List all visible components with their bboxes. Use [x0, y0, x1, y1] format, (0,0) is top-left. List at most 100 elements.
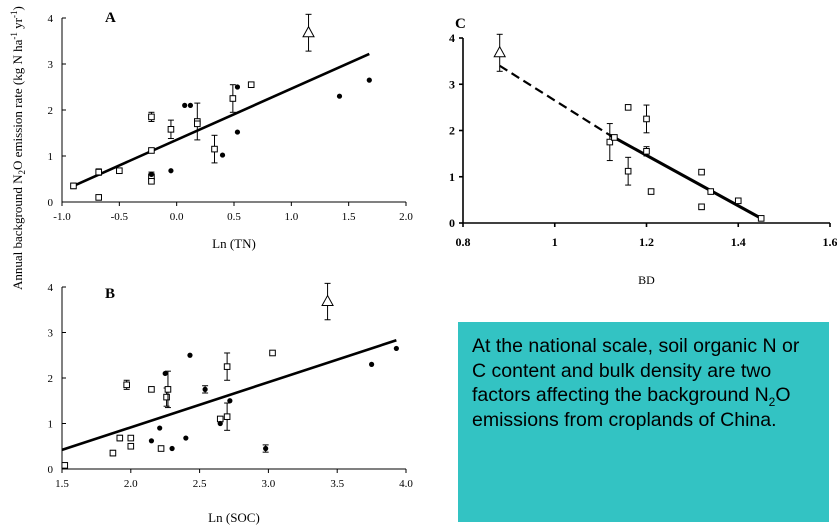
data-point-circle [157, 425, 163, 431]
data-point-square [643, 115, 650, 123]
data-point-square [116, 434, 124, 442]
x-tick-label: 0.5 [227, 211, 241, 223]
trend-line-dashed [499, 64, 611, 137]
data-point-triangle [493, 45, 507, 58]
x-tick-label: 2.0 [124, 478, 138, 490]
y-tick-label: 2 [449, 124, 455, 138]
x-tick-label: -1.0 [53, 211, 71, 223]
data-point-circle [148, 438, 155, 444]
data-point-square [123, 381, 130, 389]
y-tick-label: 1 [48, 151, 54, 163]
chart-panel-a: A -1.0 -0.5 0.0 0.5 1.0 1.5 2.0 0 1 2 3 4 Ln (TN) [48, 10, 414, 251]
x-tick-label: 1.5 [55, 478, 69, 490]
panel-label: C [455, 16, 466, 32]
x-tick-label: -0.5 [111, 211, 129, 223]
data-point-square [109, 449, 117, 457]
data-point-square [647, 188, 655, 195]
data-point-square [698, 168, 705, 176]
y-tick-label: 0 [48, 197, 54, 209]
data-point-square [247, 81, 255, 89]
y-tick-label: 2 [48, 373, 54, 385]
data-point-square [95, 168, 102, 176]
y-tick-label: 4 [48, 13, 54, 25]
data-point-square [116, 167, 123, 175]
x-tick-label: 1 [552, 235, 558, 249]
y-tick-label: 4 [48, 282, 54, 294]
data-point-square [757, 215, 765, 222]
y-axis-title: Annual background N2O emission rate (kg … [9, 6, 27, 290]
data-point-square [164, 386, 172, 393]
data-point-circle [187, 102, 194, 108]
data-point-square [70, 182, 77, 190]
data-point-square [148, 147, 155, 154]
data-point-circle [366, 77, 372, 83]
data-point-circle [234, 129, 241, 135]
y-tick-label: 1 [449, 170, 455, 184]
trend-line [72, 52, 370, 188]
data-point-square [229, 95, 237, 102]
chart-panel-b: B 1.5 2.0 2.5 3.0 3.5 4.0 0 1 2 3 4 Ln (SOC) [48, 282, 414, 525]
x-tick-label: 1.2 [639, 235, 654, 249]
data-point-square [707, 188, 715, 195]
data-point-circle [336, 93, 343, 99]
x-tick-label: 1.5 [342, 211, 356, 223]
data-point-circle [168, 168, 174, 174]
data-point-square [127, 442, 135, 450]
data-point-triangle [302, 25, 315, 38]
data-point-square [148, 113, 155, 121]
trend-line [61, 338, 397, 452]
data-point-triangle [321, 294, 334, 307]
data-point-circle [148, 171, 155, 177]
data-point-circle [234, 84, 241, 90]
y-tick-label: 1 [48, 419, 54, 431]
data-point-circle [202, 386, 208, 392]
data-point-square [734, 197, 742, 205]
info-box: At the national scale, soil organic N or… [458, 322, 829, 522]
data-point-square [211, 145, 218, 153]
data-point-square [194, 120, 201, 128]
x-tick-label: 1.0 [284, 211, 298, 223]
x-tick-label: 1.4 [731, 235, 746, 249]
data-point-square [95, 194, 102, 201]
data-point-square [269, 349, 276, 357]
x-axis-title: Ln (TN) [212, 236, 256, 251]
data-point-circle [169, 445, 175, 452]
y-tick-label: 4 [449, 31, 455, 45]
data-point-square [163, 393, 170, 401]
x-tick-label: 4.0 [399, 478, 413, 490]
y-tick-label: 3 [48, 59, 54, 71]
x-tick-label: 2.5 [193, 478, 207, 490]
x-axis-title: Ln (SOC) [208, 510, 260, 525]
data-point-square [148, 386, 155, 393]
data-point-square [61, 462, 69, 469]
data-point-square [624, 167, 632, 175]
data-point-square [148, 178, 155, 185]
data-point-square [127, 434, 135, 442]
data-point-circle [227, 398, 233, 404]
data-point-square [698, 203, 705, 211]
data-point-circle [369, 361, 375, 367]
data-point-circle [162, 370, 168, 377]
x-axis-title: BD [638, 273, 655, 287]
data-point-circle [183, 435, 189, 441]
data-point-circle [393, 345, 399, 352]
x-tick-label: 2.0 [399, 211, 413, 223]
y-tick-label: 3 [449, 77, 455, 91]
y-tick-label: 3 [48, 328, 54, 340]
y-tick-label: 0 [449, 216, 455, 230]
x-tick-label: 3.5 [330, 478, 344, 490]
x-tick-label: 0.0 [170, 211, 184, 223]
data-point-square [611, 134, 618, 141]
data-point-square [223, 363, 231, 370]
panel-label: A [105, 10, 116, 26]
chart-panel-c: C 0.8 1 1.2 1.4 1.6 0 1 2 3 4 BD [449, 16, 837, 287]
data-point-circle [187, 352, 193, 358]
info-subscript: 2 [768, 394, 776, 409]
data-point-circle [263, 445, 269, 452]
data-point-square [167, 126, 175, 133]
info-text: At the national scale, soil organic N or… [472, 335, 800, 406]
data-point-square [223, 413, 231, 420]
trend-line [609, 133, 762, 220]
data-point-square [643, 148, 650, 155]
